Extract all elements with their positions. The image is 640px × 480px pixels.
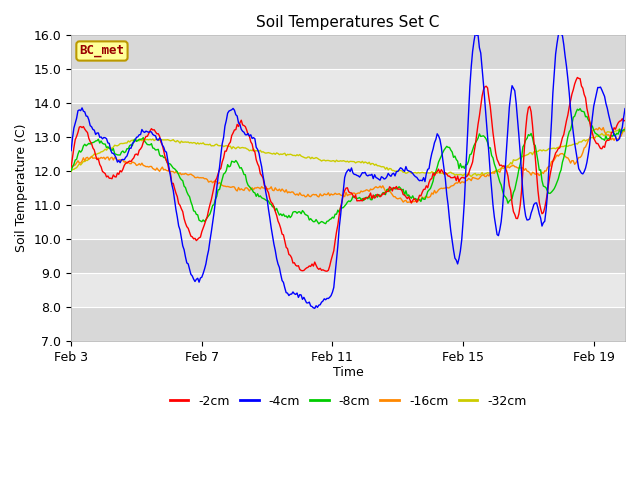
X-axis label: Time: Time xyxy=(333,366,364,379)
Bar xyxy=(71,205,625,239)
Title: Soil Temperatures Set C: Soil Temperatures Set C xyxy=(257,15,440,30)
Bar xyxy=(71,103,625,137)
Bar xyxy=(71,307,625,341)
Text: BC_met: BC_met xyxy=(79,45,124,58)
Bar xyxy=(71,36,625,69)
Bar xyxy=(71,171,625,205)
Bar xyxy=(71,137,625,171)
Legend: -2cm, -4cm, -8cm, -16cm, -32cm: -2cm, -4cm, -8cm, -16cm, -32cm xyxy=(164,390,532,413)
Bar xyxy=(71,239,625,273)
Y-axis label: Soil Temperature (C): Soil Temperature (C) xyxy=(15,124,28,252)
Bar xyxy=(71,69,625,103)
Bar xyxy=(71,273,625,307)
